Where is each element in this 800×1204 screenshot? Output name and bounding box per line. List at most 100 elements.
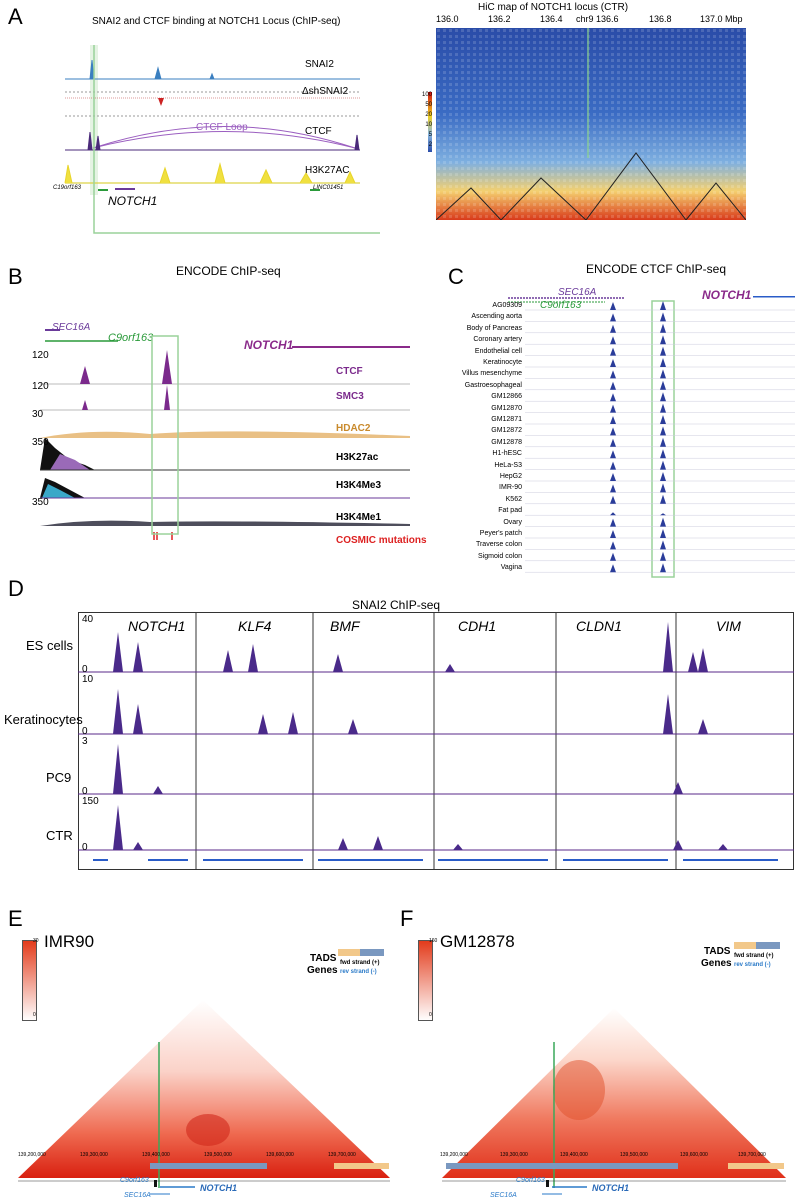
d-row-pc9: PC9 xyxy=(46,770,72,785)
hic-tick: 136.6 xyxy=(596,14,619,24)
c-peak xyxy=(610,541,616,550)
c-sample-label: GM12878 xyxy=(491,438,522,446)
c-peak xyxy=(660,472,666,481)
d-peak xyxy=(133,704,143,734)
panel-e-label: E xyxy=(8,906,23,931)
c-peak xyxy=(660,415,666,424)
d-row-keratinocytes: Keratinocytes xyxy=(4,712,83,727)
ctcf-loop-label: CTCF Loop xyxy=(196,122,248,133)
c-sample-label: K562 xyxy=(505,495,522,503)
c-peak xyxy=(610,359,616,367)
c-peak xyxy=(660,449,666,459)
c-peak xyxy=(610,450,616,459)
c-sample-label: GM12870 xyxy=(491,404,522,412)
c-gene-sec16a: SEC16A xyxy=(558,287,597,298)
c-peak xyxy=(660,540,666,550)
c-sample-label: Ovary xyxy=(503,518,522,526)
c-peak xyxy=(610,552,616,561)
d-min-pc9: 0 xyxy=(82,786,88,797)
c-peak xyxy=(660,563,666,573)
c-peak xyxy=(660,426,666,436)
c-peak xyxy=(610,518,616,527)
c-peak xyxy=(660,358,666,367)
b-track-h3k27ac: H3K27ac xyxy=(336,452,379,463)
a-track-snai2: SNAI2 xyxy=(305,59,334,70)
d-max-pc9: 3 xyxy=(82,736,88,747)
c-peak xyxy=(660,460,666,470)
a-gene-left: C19orf163 xyxy=(53,185,82,191)
panel-a-label: A xyxy=(8,4,23,29)
e-legend-tad-swatch xyxy=(338,949,384,956)
c-sample-label: IMR-90 xyxy=(499,484,522,492)
b-track-hdac2: HDAC2 xyxy=(336,423,371,434)
scale-tick: 100 xyxy=(421,92,432,98)
c-peak xyxy=(610,564,616,573)
c-peak xyxy=(660,312,666,322)
d-peak xyxy=(663,622,673,672)
c-peak xyxy=(610,404,616,413)
f-hic-triangle xyxy=(442,1008,786,1188)
e-tick: 139,500,000 xyxy=(204,1152,232,1158)
b-gene-sec16a: SEC16A xyxy=(52,322,91,333)
d-min-es: 0 xyxy=(82,664,88,675)
d-peak xyxy=(288,712,298,734)
f-legend-genes: Genes xyxy=(701,958,732,969)
hic-tick: 137.0 Mbp xyxy=(700,14,743,24)
c-sample-label: GM12871 xyxy=(491,416,522,423)
e-legend-genes: Genes xyxy=(307,965,338,976)
c-peak xyxy=(660,437,666,447)
e-hic-triangle xyxy=(18,1000,390,1188)
c-peak xyxy=(610,347,616,356)
d-peak xyxy=(453,844,463,850)
panel-b-label: B xyxy=(8,264,23,289)
c-peak xyxy=(610,324,616,333)
c-sample-label: Body of Pancreas xyxy=(466,324,522,332)
d-max-es: 40 xyxy=(82,614,94,625)
d-row-es: ES cells xyxy=(26,638,73,653)
b-track-smc3: SMC3 xyxy=(336,391,364,402)
c-peak xyxy=(610,473,616,481)
f-legend-tads: TADS xyxy=(704,946,731,957)
c-peak xyxy=(610,381,616,390)
d-peak xyxy=(223,650,233,672)
c-sample-label: Keratinocyte xyxy=(483,359,522,366)
f-scale xyxy=(418,940,433,1021)
b-track-h3k4me1: H3K4Me1 xyxy=(336,512,382,523)
d-gene-bmf: BMF xyxy=(330,618,360,634)
hic-heatmap xyxy=(436,28,746,220)
f-gene-c9orf163: C9orf163 xyxy=(516,1177,545,1184)
c-gene-c9orf163: C9orf163 xyxy=(540,300,582,311)
d-peak xyxy=(113,689,123,734)
d-row-ctr: CTR xyxy=(46,828,73,843)
b-cosmic-label: COSMIC mutations xyxy=(336,535,427,546)
panel-c-tracks xyxy=(508,296,795,578)
f-gene-tracks xyxy=(542,1180,587,1195)
b-gene-notch1: NOTCH1 xyxy=(244,338,294,352)
hic-tick: 136.0 xyxy=(436,14,459,24)
c-peak xyxy=(610,530,616,538)
c-sample-label: Traverse colon xyxy=(475,541,522,549)
d-max-ctr: 150 xyxy=(82,796,99,807)
hic-ticks: 136.0 136.2 136.4 chr9 136.6 136.8 137.0… xyxy=(436,14,796,26)
e-gene-notch1: NOTCH1 xyxy=(200,1183,238,1193)
c-peak xyxy=(610,416,616,424)
f-scale-max: 160 xyxy=(429,938,438,944)
c-peak xyxy=(660,403,666,413)
e-tick: 139,400,000 xyxy=(142,1152,170,1158)
panel-f-label: F xyxy=(400,906,414,931)
c-peak xyxy=(660,551,666,561)
c-peak xyxy=(660,483,666,493)
panel-a-title: SNAI2 and CTCF binding at NOTCH1 Locus (… xyxy=(92,16,341,27)
f-tick: 139,200,000 xyxy=(440,1152,468,1158)
d-peak xyxy=(673,782,683,794)
c-sample-label: GM12866 xyxy=(491,393,522,401)
c-peak xyxy=(610,484,616,493)
f-tick: 139,600,000 xyxy=(680,1152,708,1158)
f-ticks: 139,200,000 139,300,000 139,400,000 139,… xyxy=(418,1152,798,1162)
c-peak xyxy=(660,323,666,333)
d-gene-notch1: NOTCH1 xyxy=(128,618,186,634)
d-peak xyxy=(373,836,383,850)
e-ticks: 139,200,000 139,300,000 139,400,000 139,… xyxy=(18,1152,398,1162)
d-peak xyxy=(688,652,698,672)
f-scale-min: 0 xyxy=(429,1012,432,1018)
